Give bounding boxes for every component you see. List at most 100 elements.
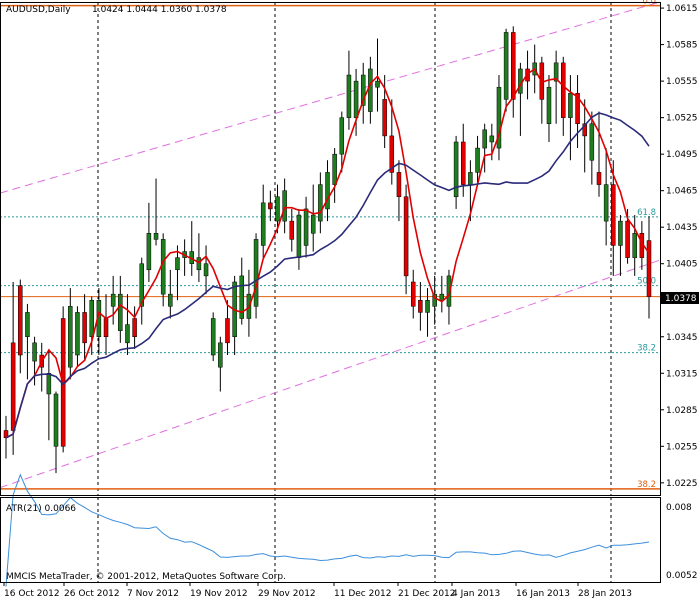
y-axis-label: 1.0525 (666, 114, 698, 124)
candle-body[interactable] (275, 196, 280, 222)
candle-body[interactable] (32, 342, 37, 362)
x-axis-label: 19 Nov 2012 (190, 589, 248, 599)
candle-body[interactable] (53, 393, 59, 447)
candle-body[interactable] (46, 373, 52, 395)
candle-body[interactable] (496, 86, 502, 149)
candle-body[interactable] (589, 123, 595, 161)
candle-body[interactable] (175, 257, 180, 271)
x-axis-label: 11 Dec 2012 (334, 589, 392, 599)
candle-body[interactable] (482, 129, 487, 149)
candle-body[interactable] (268, 202, 273, 210)
candle-body[interactable] (489, 135, 495, 143)
atr-scale-bottom: 0.0052 (666, 571, 698, 581)
fib-level-label: 61.8 (637, 208, 656, 218)
candle-body[interactable] (10, 342, 16, 431)
candle-body[interactable] (218, 342, 223, 368)
candle-body[interactable] (553, 62, 559, 82)
candle-body[interactable] (625, 220, 630, 258)
candle-body[interactable] (353, 80, 359, 118)
candle-body[interactable] (332, 153, 337, 185)
candle-body[interactable] (139, 263, 144, 307)
candle-body[interactable] (418, 299, 423, 313)
candle-body[interactable] (460, 141, 466, 185)
candle-body[interactable] (618, 220, 623, 246)
price-pane[interactable]: 0.0 61.8 50.0 38.2 38.2 (0, 0, 661, 495)
candle-body[interactable] (25, 312, 30, 338)
candle-body[interactable] (346, 74, 352, 118)
y-axis-label: 1.0255 (666, 442, 698, 452)
candle-body[interactable] (368, 68, 373, 112)
candle-body[interactable] (432, 293, 437, 307)
candle-body[interactable] (603, 184, 609, 222)
candle-body[interactable] (403, 196, 409, 277)
current-price-tag: 1.0378 (661, 292, 699, 304)
candle-body[interactable] (118, 293, 123, 331)
candle-body[interactable] (153, 233, 159, 240)
candle-body[interactable] (203, 263, 209, 277)
candle-body[interactable] (439, 293, 445, 301)
candle-body[interactable] (518, 68, 523, 94)
candle-body[interactable] (475, 147, 480, 173)
candle-body[interactable] (168, 293, 173, 307)
x-axis-label: 4 Jan 2013 (452, 589, 500, 599)
candle-body[interactable] (110, 293, 116, 307)
y-axis-label: 1.0435 (666, 223, 698, 233)
atr-line (5, 473, 650, 587)
y-axis-label: 1.0555 (666, 77, 698, 87)
candle-body[interactable] (132, 318, 137, 338)
candle-body[interactable] (296, 214, 302, 258)
candle-body[interactable] (318, 184, 323, 222)
candle-body[interactable] (146, 233, 152, 271)
candle-body[interactable] (310, 214, 316, 234)
candle-body[interactable] (611, 184, 616, 246)
candle-body[interactable] (210, 318, 216, 356)
candle-body[interactable] (75, 312, 80, 356)
candle-body[interactable] (68, 306, 73, 368)
candle-body[interactable] (253, 239, 259, 307)
candle-body[interactable] (568, 93, 573, 118)
candle-body[interactable] (632, 233, 637, 258)
y-axis-label: 1.0225 (666, 479, 698, 489)
candle-body[interactable] (89, 299, 94, 338)
candle-body[interactable] (325, 172, 330, 210)
candle-body[interactable] (282, 190, 287, 222)
candle-body[interactable] (239, 275, 245, 319)
x-axis-label: 16 Oct 2012 (4, 589, 60, 599)
candle-body[interactable] (382, 99, 387, 137)
fib-level-label: 50.0 (637, 277, 656, 287)
candle-body[interactable] (103, 318, 109, 338)
candle-body[interactable] (82, 312, 87, 344)
candle-body[interactable] (546, 86, 552, 124)
price-tag-text: 1.0378 (665, 294, 697, 304)
candle-body[interactable] (18, 285, 23, 356)
candle-body[interactable] (646, 240, 652, 297)
candle-body[interactable] (468, 172, 473, 185)
candle-body[interactable] (425, 299, 430, 313)
candle-body[interactable] (575, 93, 580, 124)
candle-body[interactable] (582, 123, 587, 137)
candle-body[interactable] (410, 281, 416, 307)
candle-body[interactable] (396, 172, 402, 198)
candle-body[interactable] (260, 202, 266, 246)
candle-body[interactable] (596, 172, 602, 185)
candle-body[interactable] (360, 74, 366, 106)
atr-pane[interactable] (5, 473, 650, 587)
candle-body[interactable] (339, 117, 345, 155)
candle-body[interactable] (289, 220, 295, 240)
candle-body[interactable] (125, 324, 130, 344)
candle-body[interactable] (389, 135, 395, 173)
candle-body[interactable] (303, 208, 309, 246)
x-axis-label: 21 Dec 2012 (398, 589, 456, 599)
candle-body[interactable] (511, 32, 516, 100)
candle-body[interactable] (225, 318, 230, 344)
candle-body[interactable] (196, 257, 202, 271)
candle-body[interactable] (503, 32, 509, 100)
copyright-text: MMCIS MetaTrader, © 2001-2012, MetaQuote… (6, 572, 286, 582)
price-pane-frame (0, 2, 661, 496)
candle-body[interactable] (561, 62, 566, 118)
candle-body[interactable] (453, 141, 459, 198)
candle-body[interactable] (375, 80, 380, 88)
candle-body[interactable] (446, 275, 452, 307)
candle-body[interactable] (160, 239, 166, 295)
